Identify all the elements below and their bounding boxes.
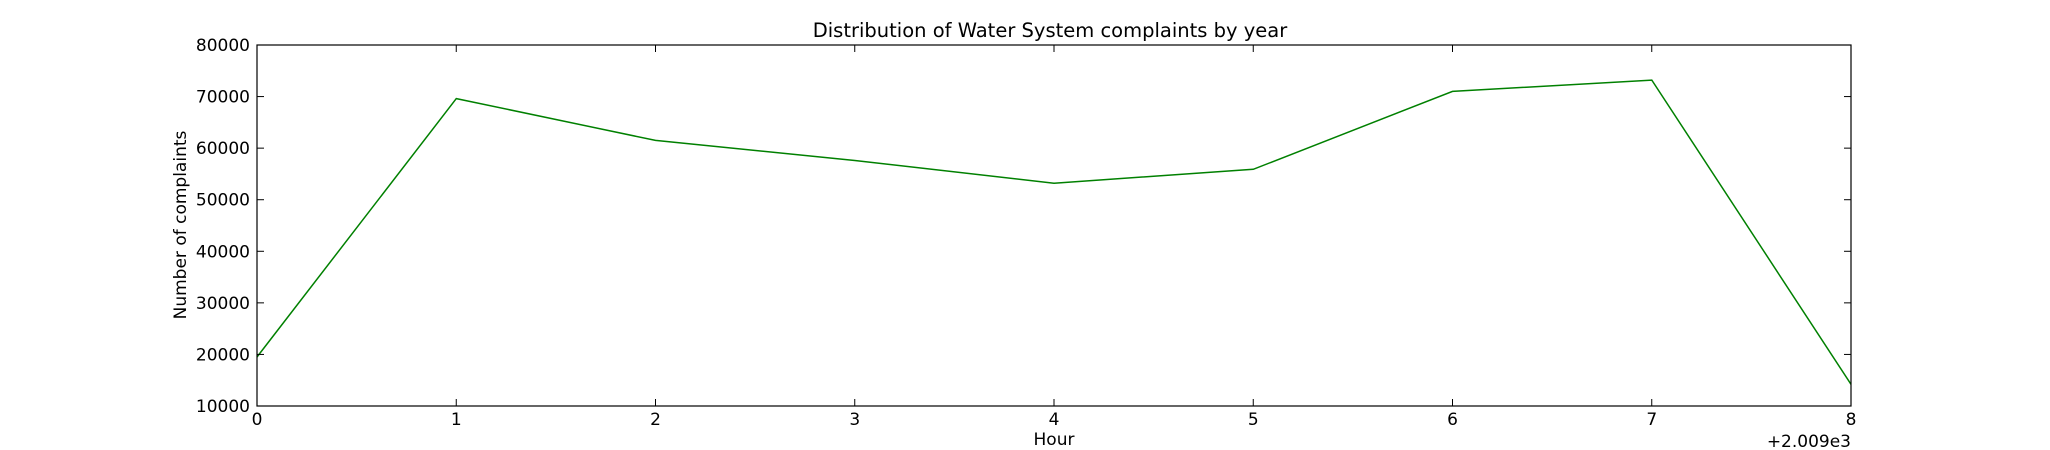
y-tick-label: 60000 — [196, 139, 250, 159]
plot-area — [256, 44, 1852, 407]
x-tick-label: 7 — [1646, 410, 1657, 430]
x-tick-label: 1 — [451, 410, 462, 430]
plot-frame — [256, 44, 1852, 407]
x-tick-label: 2 — [650, 410, 661, 430]
x-tick-label: 6 — [1447, 410, 1458, 430]
x-tick-label: 5 — [1248, 410, 1259, 430]
y-axis-label: Number of complaints — [171, 130, 191, 319]
y-tick-label: 10000 — [196, 397, 250, 417]
y-tick-label: 40000 — [196, 242, 250, 262]
y-tick-label: 30000 — [196, 294, 250, 314]
y-tick-label: 20000 — [196, 345, 250, 365]
series-line-0 — [256, 79, 1852, 385]
chart-title: Distribution of Water System complaints … — [813, 19, 1288, 42]
x-tick-label: 4 — [1049, 410, 1060, 430]
x-axis-label: Hour — [1034, 430, 1075, 450]
y-tick-label: 70000 — [196, 88, 250, 108]
x-tick-label: 8 — [1846, 410, 1857, 430]
x-tick-label: 3 — [849, 410, 860, 430]
y-tick-label: 50000 — [196, 191, 250, 211]
x-tick-label: 0 — [252, 410, 263, 430]
x-axis-offset-label: +2.009e3 — [1767, 432, 1851, 450]
y-tick-label: 80000 — [196, 36, 250, 56]
